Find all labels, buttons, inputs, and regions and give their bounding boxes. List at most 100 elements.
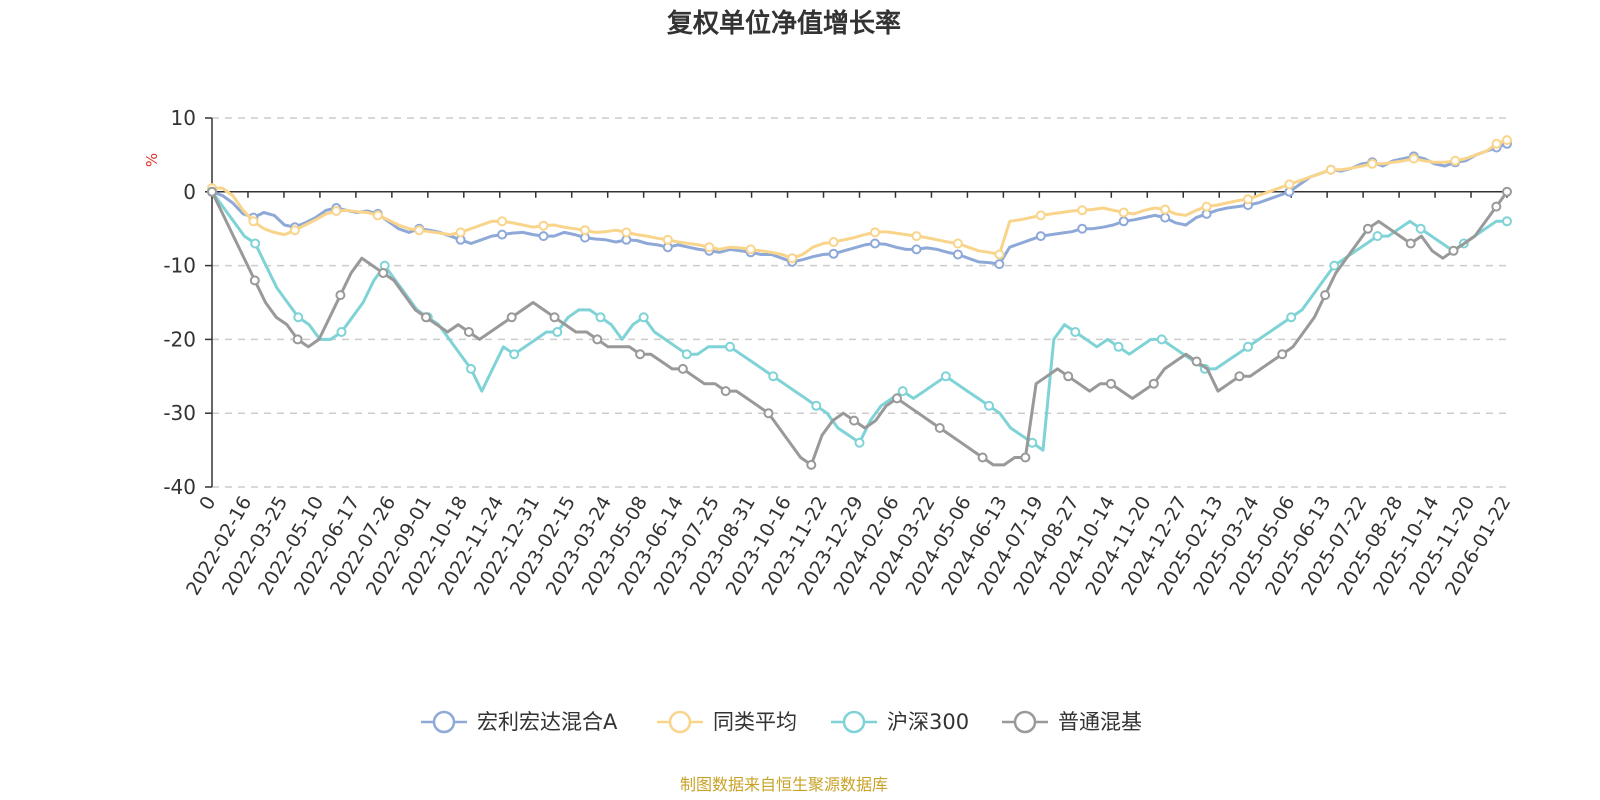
series-3 bbox=[207, 186, 1512, 470]
series-point bbox=[1502, 216, 1512, 227]
series-point bbox=[538, 220, 549, 231]
series-point bbox=[677, 363, 688, 374]
legend-item[interactable]: 宏利宏达混合A bbox=[421, 710, 618, 734]
series-point bbox=[250, 238, 261, 249]
series-point bbox=[289, 225, 300, 236]
series-point bbox=[811, 400, 822, 411]
series-point bbox=[1077, 223, 1088, 234]
series-point bbox=[463, 327, 474, 337]
series-point bbox=[662, 234, 673, 245]
series-point bbox=[592, 334, 603, 345]
series-point bbox=[984, 400, 994, 411]
series-point bbox=[870, 227, 880, 238]
series-point bbox=[414, 225, 425, 236]
series-point bbox=[1035, 231, 1046, 242]
series-point bbox=[1415, 223, 1426, 234]
series-point bbox=[249, 275, 260, 286]
series-point bbox=[1118, 216, 1129, 227]
legend-item[interactable]: 普通混基 bbox=[1002, 710, 1142, 734]
series-point bbox=[506, 312, 517, 323]
series-point bbox=[1405, 238, 1416, 249]
series-point bbox=[1491, 201, 1502, 212]
series-point bbox=[638, 312, 649, 323]
series-point bbox=[1148, 378, 1159, 389]
series-point bbox=[1284, 179, 1295, 190]
series-point bbox=[911, 231, 922, 242]
series-point bbox=[207, 186, 217, 197]
data-source-note: 制图数据来自恒生聚源数据库 bbox=[680, 775, 888, 794]
x-axis: 02022-02-162022-03-252022-05-102022-06-1… bbox=[182, 191, 1515, 599]
y-tick-label: -20 bbox=[163, 327, 196, 351]
series-point bbox=[1450, 155, 1461, 166]
series-point bbox=[977, 452, 988, 463]
series-point bbox=[580, 225, 590, 236]
chart-title: 复权单位净值增长率 bbox=[667, 8, 901, 39]
series-point bbox=[1077, 205, 1088, 216]
series-point bbox=[806, 459, 817, 470]
series-point bbox=[1160, 212, 1171, 223]
legend[interactable]: 宏利宏达混合A 同类平均 沪深300 普通混基 bbox=[421, 710, 1142, 734]
series-point bbox=[940, 371, 951, 382]
series-point bbox=[1070, 327, 1081, 337]
y-tick-label: 0 bbox=[183, 180, 196, 204]
series-point bbox=[854, 437, 865, 448]
series-line bbox=[212, 138, 1508, 260]
series-line bbox=[211, 142, 1508, 266]
x-tick-label: 0 bbox=[195, 493, 220, 514]
series-point bbox=[1243, 194, 1253, 205]
series-point bbox=[466, 363, 476, 374]
series-point bbox=[911, 244, 922, 255]
series-point bbox=[335, 290, 346, 301]
series-point bbox=[595, 312, 606, 323]
series-point bbox=[1063, 371, 1074, 382]
series-point bbox=[621, 227, 632, 238]
y-tick-label: -30 bbox=[163, 401, 196, 425]
series-point bbox=[1448, 245, 1459, 256]
series-point bbox=[293, 312, 304, 323]
series-point bbox=[704, 242, 715, 253]
series-point bbox=[870, 238, 880, 249]
legend-circle-icon bbox=[1013, 710, 1037, 734]
series-point bbox=[1362, 223, 1373, 234]
series-point bbox=[1113, 341, 1124, 352]
series-point bbox=[934, 423, 945, 433]
series-point bbox=[725, 341, 735, 352]
y-tick-label: -10 bbox=[163, 254, 196, 278]
series-point bbox=[1367, 158, 1378, 169]
series-point bbox=[372, 210, 383, 221]
legend-label: 宏利宏达混合A bbox=[477, 710, 618, 734]
series-point bbox=[720, 386, 731, 397]
legend-label: 普通混基 bbox=[1058, 710, 1142, 734]
series-1 bbox=[207, 135, 1512, 264]
series-point bbox=[1325, 164, 1336, 175]
series-point bbox=[248, 216, 259, 227]
legend-item[interactable]: 沪深300 bbox=[831, 710, 969, 734]
series-point bbox=[1106, 378, 1116, 389]
series-point bbox=[1160, 204, 1171, 215]
series-point bbox=[828, 248, 839, 259]
series-point bbox=[1372, 231, 1383, 242]
series-0 bbox=[207, 138, 1512, 270]
series-point bbox=[952, 238, 963, 249]
series-point bbox=[994, 249, 1005, 260]
y-axis: 10 0 -10 -20 -30 -40 bbox=[163, 106, 213, 499]
series-point bbox=[1156, 334, 1167, 345]
series-point bbox=[552, 327, 563, 337]
series-point bbox=[994, 259, 1005, 270]
series-point bbox=[849, 415, 860, 426]
series-point bbox=[1020, 452, 1031, 463]
series-point bbox=[538, 231, 549, 242]
series-point bbox=[635, 349, 646, 360]
series-lines bbox=[207, 135, 1512, 470]
series-point bbox=[378, 268, 389, 278]
series-point bbox=[331, 206, 342, 216]
legend-label: 同类平均 bbox=[713, 710, 797, 734]
series-point bbox=[1502, 186, 1512, 197]
series-point bbox=[1201, 201, 1212, 212]
legend-circle-icon bbox=[432, 710, 456, 734]
grid-lines bbox=[212, 117, 1507, 488]
legend-item[interactable]: 同类平均 bbox=[657, 710, 797, 734]
series-point bbox=[1491, 138, 1502, 149]
series-point bbox=[1243, 341, 1253, 352]
